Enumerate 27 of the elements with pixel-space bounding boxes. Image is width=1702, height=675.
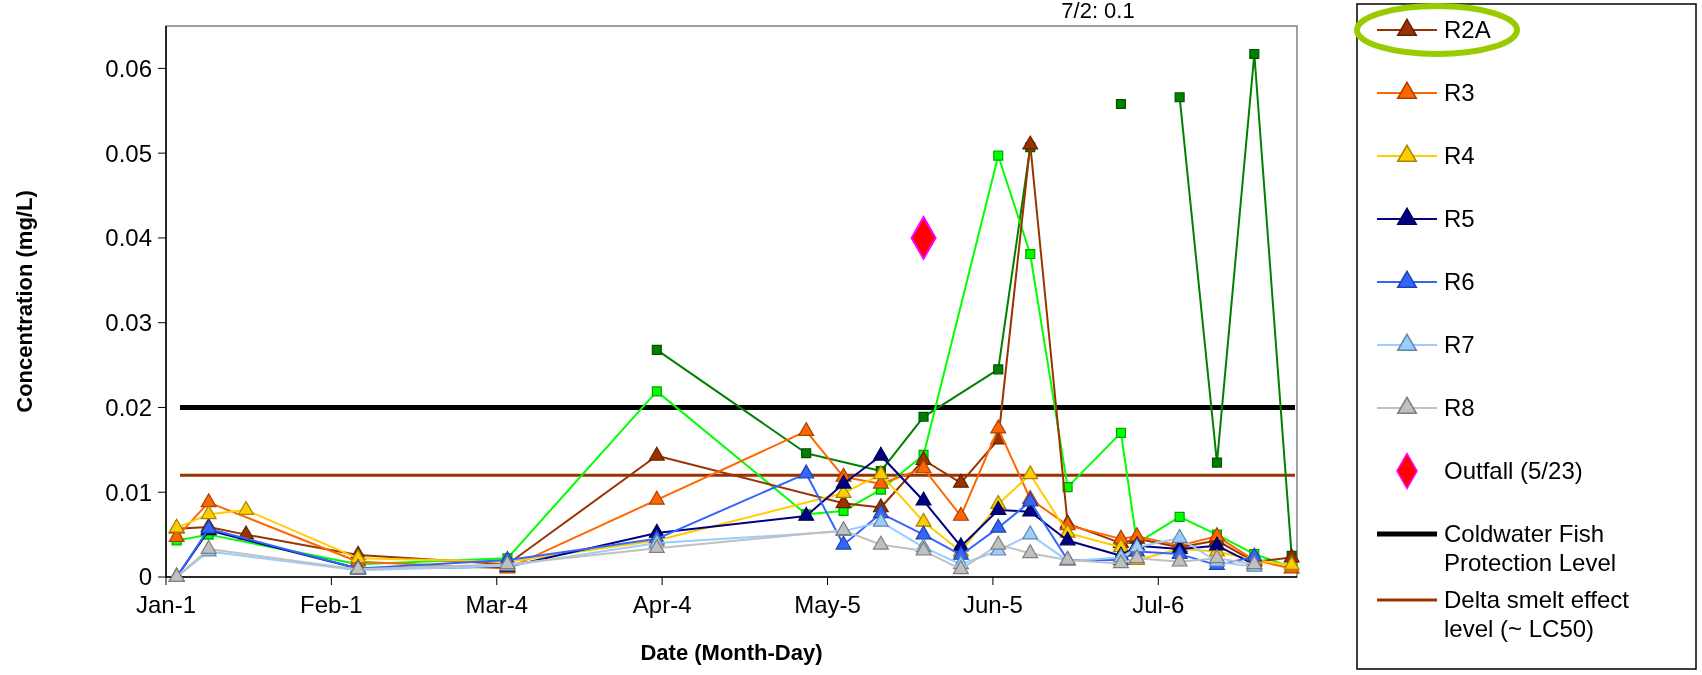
x-tick-label: Jul-6 <box>1132 591 1185 618</box>
legend-label: R8 <box>1444 394 1475 422</box>
x-tick-label: Mar-4 <box>465 591 529 618</box>
legend-label: R4 <box>1444 142 1475 170</box>
y-tick-label: 0.03 <box>105 309 152 337</box>
legend-label: Outfall (5/23) <box>1444 457 1583 485</box>
legend-label: R5 <box>1444 205 1475 233</box>
y-tick-label: 0.01 <box>105 478 152 506</box>
y-tick-label: 0.04 <box>105 224 152 252</box>
legend-label: R2A <box>1444 16 1491 44</box>
legend-label: Delta smelt effect level (~ LC50) <box>1444 586 1630 643</box>
y-tick-label: 0.02 <box>105 393 152 421</box>
legend-label: Coldwater Fish Protection Level <box>1444 520 1617 577</box>
y-tick-label: 0.06 <box>105 54 152 82</box>
x-tick-label: Jun-5 <box>962 591 1023 618</box>
y-tick-label: 0.05 <box>105 139 152 167</box>
x-tick-label: Feb-1 <box>300 591 363 618</box>
y-tick-label: 0 <box>138 563 152 591</box>
legend-label: R7 <box>1444 331 1475 359</box>
x-tick-label: Apr-4 <box>632 591 692 618</box>
x-tick-label: May-5 <box>794 591 861 618</box>
y-axis-title: Concentration (mg/L) <box>12 190 37 413</box>
legend-label: R6 <box>1444 268 1475 296</box>
legend-label: R3 <box>1444 79 1475 107</box>
text: 7/2: 0.1 <box>1061 0 1135 23</box>
x-axis-title: Date (Month-Day) <box>640 640 823 665</box>
x-tick-label: Jan-1 <box>135 591 197 618</box>
